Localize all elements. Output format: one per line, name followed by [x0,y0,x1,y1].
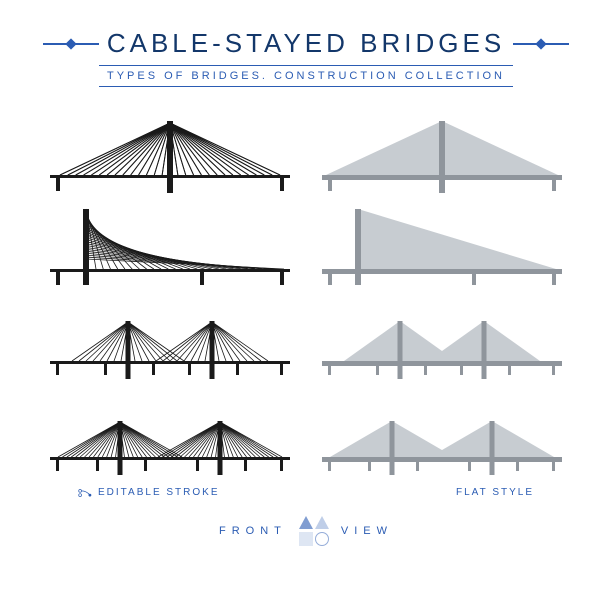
bridge-harp-single-flat [320,207,564,289]
page-subtitle: TYPES OF BRIDGES. CONSTRUCTION COLLECTIO… [99,65,513,87]
bridge-fan-twin-dense-flat [320,395,564,477]
footer: FRONT VIEW [0,516,612,546]
bridge-fan-twin-flat [320,301,564,383]
bridge-fan-single-stroke [48,113,292,195]
bridge-fan-single-flat [320,113,564,195]
bridge-fan-twin-dense-stroke [48,395,292,477]
footer-right: VIEW [341,525,393,537]
pen-icon [78,488,92,498]
footer-left: FRONT [219,525,287,537]
bridge-grid [0,87,612,477]
bridge-harp-single-stroke [48,207,292,289]
style-labels: EDITABLE STROKE FLAT STYLE [0,477,612,498]
divider-left [43,43,99,45]
flat-style-label: FLAT STYLE [456,487,534,498]
page-title: CABLE-STAYED BRIDGES [107,28,505,59]
bridge-fan-twin-stroke [48,301,292,383]
divider-right [513,43,569,45]
header: CABLE-STAYED BRIDGES TYPES OF BRIDGES. C… [0,0,612,87]
geometry-icon [299,516,329,546]
label-text-left: EDITABLE STROKE [98,487,220,498]
label-text-right: FLAT STYLE [456,487,534,498]
editable-stroke-label: EDITABLE STROKE [78,487,220,498]
